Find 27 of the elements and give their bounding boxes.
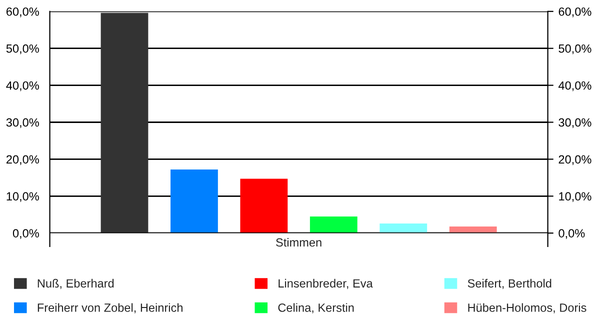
y-tick-label: 40,0%	[6, 81, 39, 92]
text: 30,0%	[558, 118, 592, 128]
x-tick-label: Stimmen	[276, 238, 322, 247]
text: 10,0%	[559, 192, 592, 202]
legend-label: Freiherr von Zobel, Heinrich	[38, 303, 182, 314]
y-tick-label: 20,0%	[6, 155, 39, 165]
bar	[310, 216, 358, 234]
legend-label: Celina, Kerstin	[278, 303, 354, 314]
y-tick-label: 10,0%	[6, 192, 39, 202]
text: 40,0%	[558, 81, 592, 92]
legend-label: Hüben-Holomos, Doris	[468, 303, 586, 314]
y-tick-label: 50,0%	[6, 44, 39, 54]
bar	[449, 226, 497, 234]
legend-label: Linsenbreder, Eva	[278, 278, 373, 289]
legend-label: Seifert, Berthold	[468, 278, 552, 289]
text: 60,0%	[558, 7, 592, 18]
text: 0,0%	[558, 229, 585, 239]
text: 50,0%	[558, 44, 592, 54]
legend-label: Nuß, Eberhard	[38, 278, 114, 289]
y-tick-label: 60,0%	[6, 7, 39, 18]
bar	[380, 223, 428, 234]
y-tick-label: 0,0%	[12, 229, 39, 239]
text: 20,0%	[558, 155, 592, 165]
y-tick-label: 30,0%	[6, 118, 39, 128]
bar	[100, 12, 148, 234]
bar	[240, 178, 288, 234]
bar	[170, 170, 218, 234]
